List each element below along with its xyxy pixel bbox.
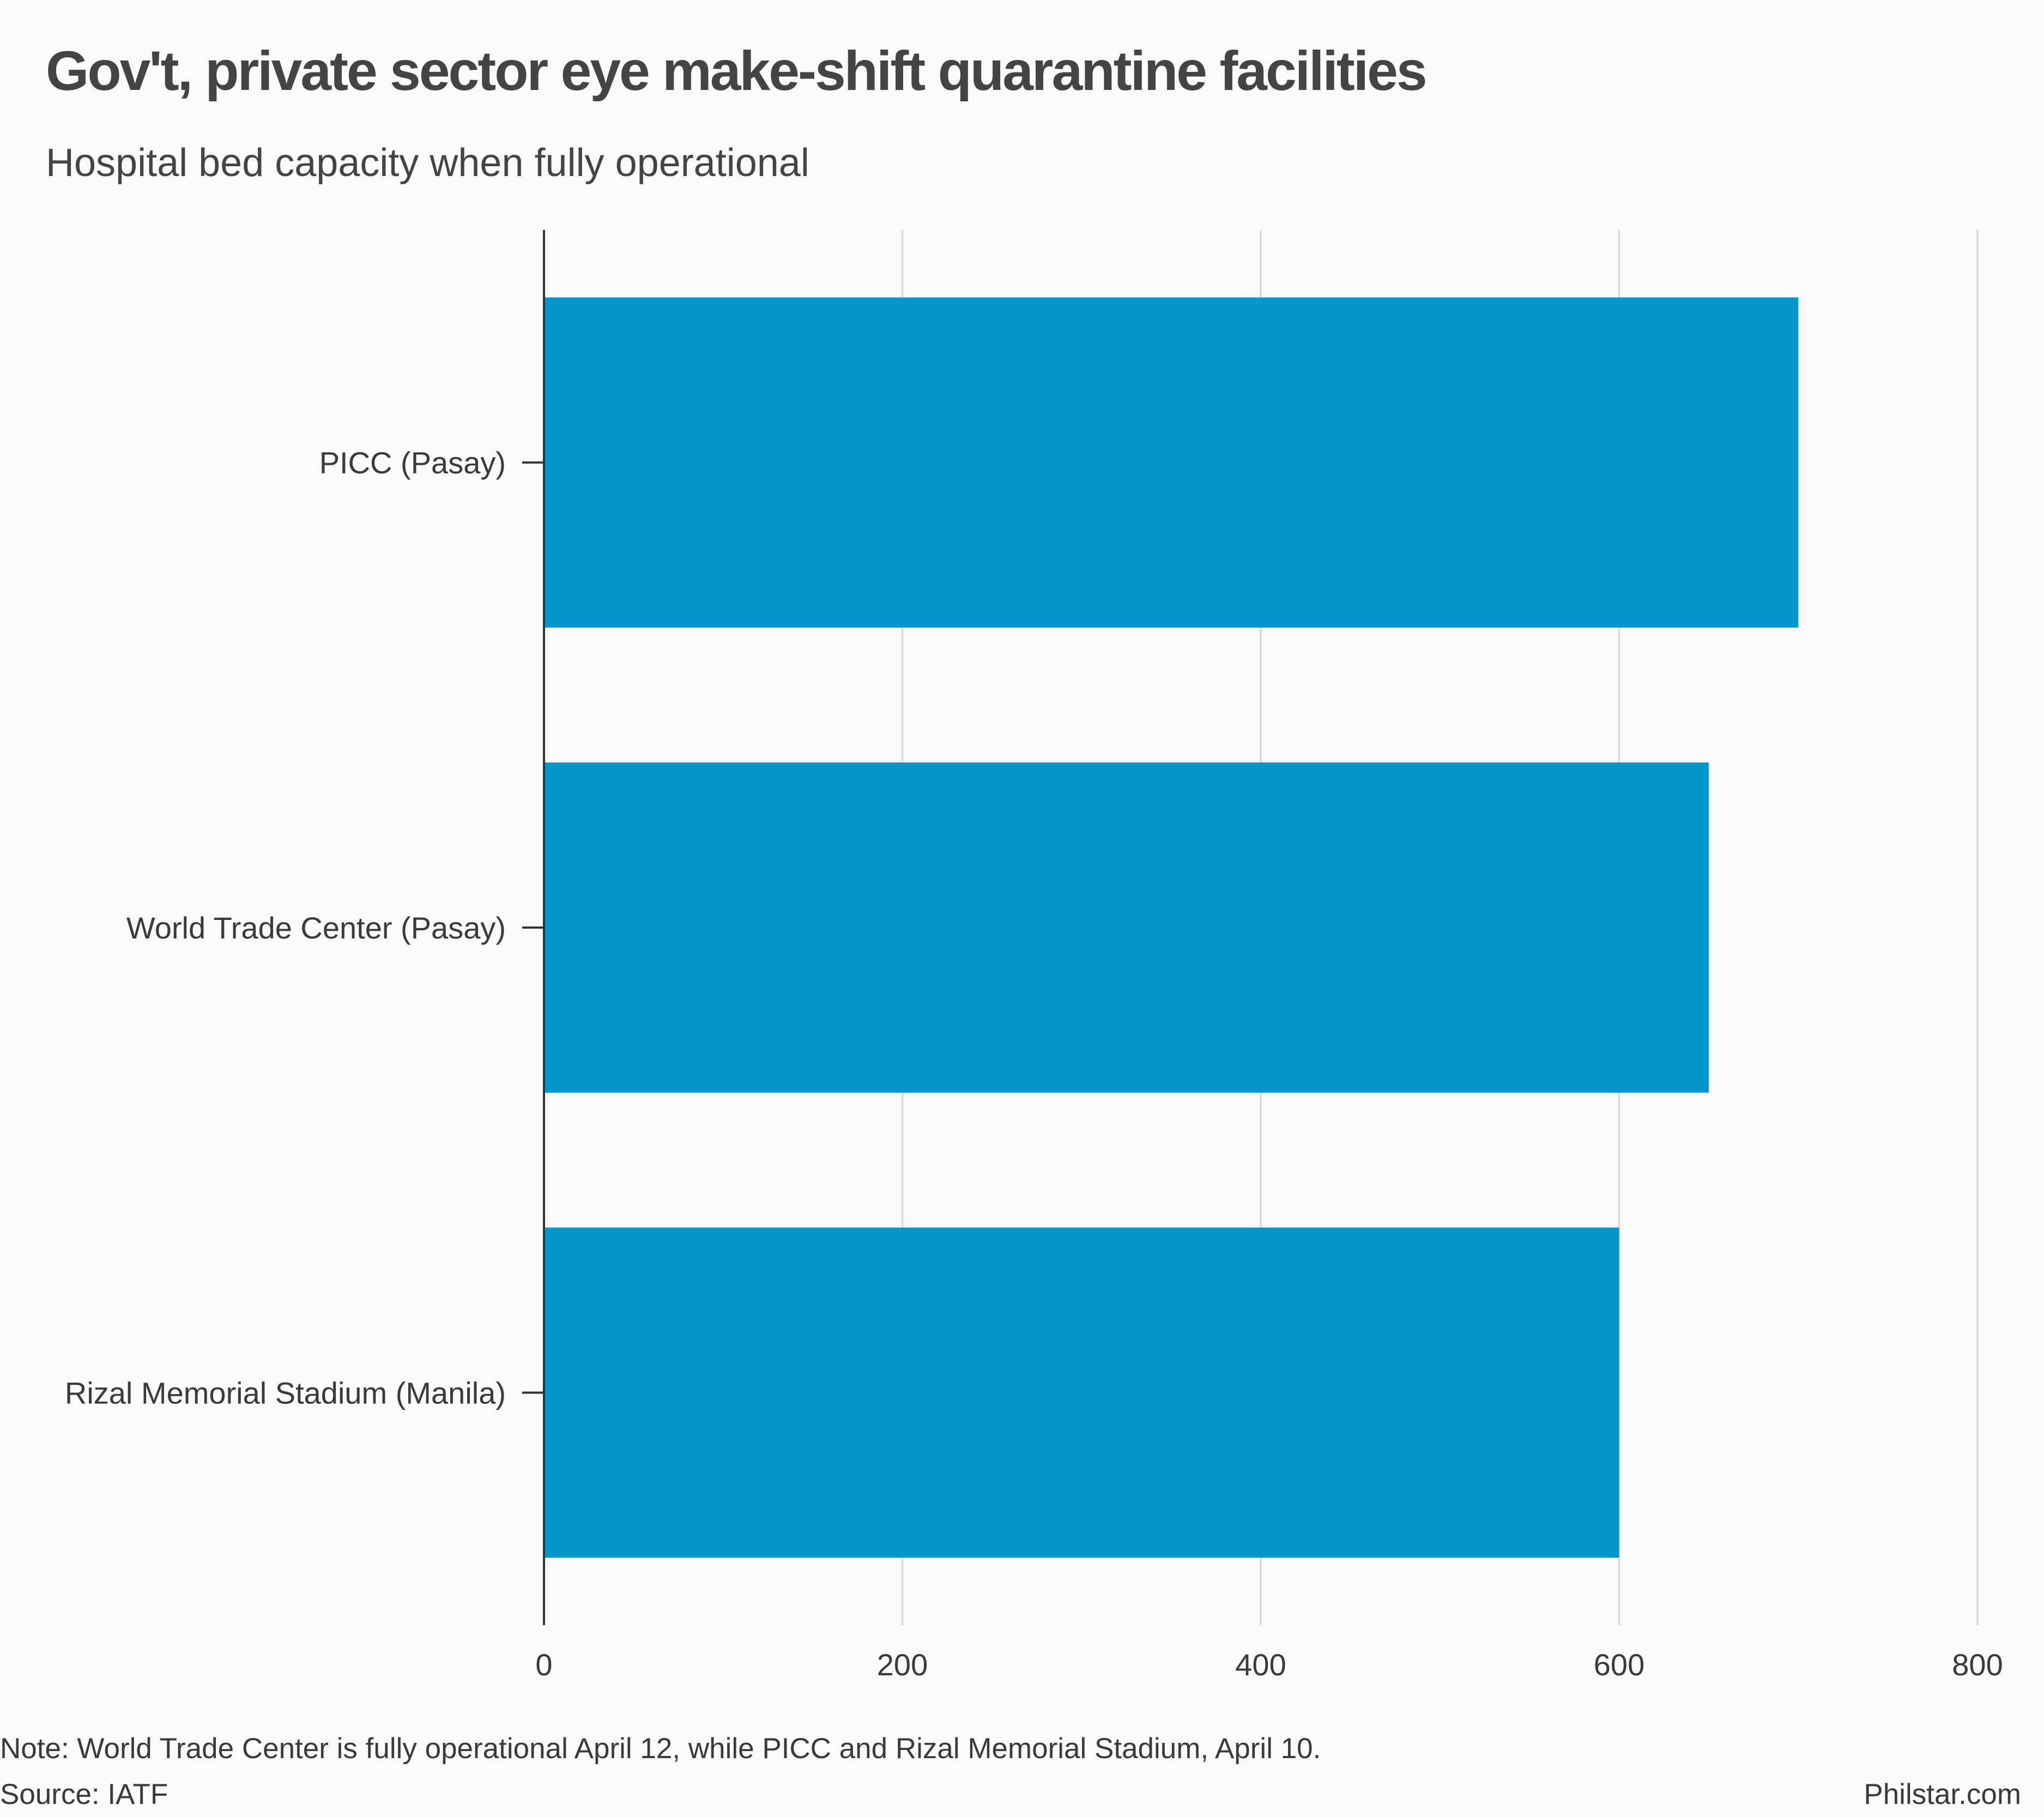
x-tick-label: 600 — [1594, 1648, 1644, 1682]
chart-title: Gov't, private sector eye make-shift qua… — [46, 40, 1428, 102]
category-label: World Trade Center (Pasay) — [126, 911, 506, 945]
x-tick-label: 800 — [1952, 1648, 2003, 1682]
bar — [544, 1227, 1619, 1558]
category-labels: PICC (Pasay) World Trade Center (Pasay) Ri… — [65, 446, 506, 1410]
chart-note: Note: World Trade Center is fully operat… — [0, 1733, 1321, 1765]
category-label: Rizal Memorial Stadium (Manila) — [65, 1376, 506, 1410]
x-tick-label: 0 — [535, 1648, 552, 1682]
x-tick-labels: 0 200 400 600 800 — [535, 1648, 2003, 1682]
y-axis — [522, 230, 545, 1625]
bar — [544, 297, 1799, 628]
x-tick-label: 200 — [877, 1648, 928, 1682]
publisher-credit: Philstar.com — [1864, 1778, 2021, 1810]
bars — [544, 297, 1799, 1558]
x-tick-label: 400 — [1235, 1648, 1286, 1682]
bar — [544, 762, 1709, 1093]
bar-chart: PICC (Pasay) World Trade Center (Pasay) Ri… — [65, 230, 2003, 1682]
chart-source: Source: IATF — [0, 1778, 168, 1810]
chart-subtitle: Hospital bed capacity when fully operati… — [46, 141, 809, 185]
category-label: PICC (Pasay) — [319, 446, 506, 480]
